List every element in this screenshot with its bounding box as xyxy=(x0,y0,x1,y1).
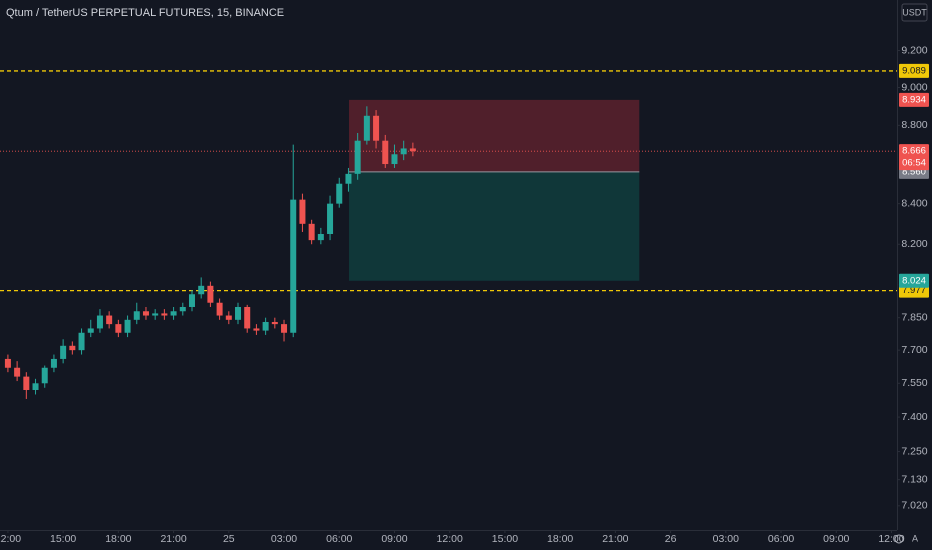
candle-body xyxy=(14,367,21,377)
candle-body xyxy=(4,358,11,368)
y-tick-label: 7.400 xyxy=(901,411,927,423)
x-tick-label: 03:00 xyxy=(271,533,297,545)
candle-body xyxy=(78,332,85,351)
candle-body xyxy=(124,319,131,333)
candle-body xyxy=(161,313,168,316)
candle-body xyxy=(317,233,324,241)
candle-body xyxy=(290,199,297,333)
candle-body xyxy=(179,306,186,312)
x-tick-label: 21:00 xyxy=(602,533,628,545)
price-label: 7.977 xyxy=(902,285,926,296)
candle-body xyxy=(96,315,103,329)
y-tick-label: 9.000 xyxy=(901,81,927,93)
candle-body xyxy=(336,183,343,204)
candle-body xyxy=(271,321,278,325)
candle-body xyxy=(363,115,370,141)
x-tick-label: 09:00 xyxy=(381,533,407,545)
x-tick-label: 15:00 xyxy=(50,533,76,545)
x-tick-label: 12:00 xyxy=(0,533,21,545)
y-tick-label: 7.250 xyxy=(901,445,927,457)
candle-body xyxy=(235,306,242,320)
candle-body xyxy=(373,115,380,141)
auto-scale-button[interactable]: A xyxy=(912,533,918,543)
y-tick-label: 7.550 xyxy=(901,377,927,389)
y-tick-label: 8.200 xyxy=(901,238,927,250)
settings-icon[interactable] xyxy=(894,534,904,544)
candle-body xyxy=(69,345,76,351)
candle-body xyxy=(188,294,195,307)
candle-body xyxy=(198,285,205,295)
candle-body xyxy=(281,324,288,333)
x-tick-label: 09:00 xyxy=(823,533,849,545)
x-tick-label: 18:00 xyxy=(547,533,573,545)
x-tick-label: 06:00 xyxy=(768,533,794,545)
price-label: 9.089 xyxy=(902,65,926,76)
candle-body xyxy=(207,285,214,303)
candle-body xyxy=(50,358,57,368)
price-label: 8.024 xyxy=(902,275,926,286)
price-label-bg xyxy=(899,144,929,171)
price-label-bg xyxy=(899,273,929,288)
candle-body xyxy=(262,321,269,331)
x-tick-label: 12:00 xyxy=(437,533,463,545)
candle-body xyxy=(391,154,398,165)
candle-body xyxy=(216,302,223,316)
x-tick-label: 06:00 xyxy=(326,533,352,545)
candle-body xyxy=(299,199,306,224)
x-tick-label: 12:00 xyxy=(878,533,904,545)
price-label: 8.666 xyxy=(902,146,926,157)
x-tick-label: 21:00 xyxy=(160,533,186,545)
candle-body xyxy=(354,140,361,174)
candle-body xyxy=(382,140,389,165)
candle-body xyxy=(133,311,140,320)
y-tick-label: 7.020 xyxy=(901,500,927,512)
price-label-bg xyxy=(899,92,929,107)
candle-body xyxy=(87,328,94,333)
candle-body xyxy=(142,311,149,316)
countdown: 06:54 xyxy=(902,158,926,169)
y-tick-label: 7.850 xyxy=(901,311,927,323)
currency-box[interactable] xyxy=(901,3,928,22)
y-tick-label: 7.700 xyxy=(901,344,927,356)
candle-body xyxy=(225,315,232,320)
currency[interactable]: USDT xyxy=(902,7,927,17)
candle-body xyxy=(115,324,122,333)
candle-body xyxy=(23,376,30,390)
candle-body xyxy=(106,315,113,325)
x-tick-label: 18:00 xyxy=(105,533,131,545)
price-label: 8.934 xyxy=(902,94,926,105)
y-tick-label: 8.400 xyxy=(901,197,927,209)
candle-body xyxy=(244,306,251,329)
chart-title: Qtum / TetherUS PERPETUAL FUTURES, 15, B… xyxy=(6,7,284,19)
candle-body xyxy=(152,313,159,316)
y-tick-label: 7.130 xyxy=(901,473,927,485)
price-label-bg xyxy=(899,63,929,78)
candle-body xyxy=(400,148,407,155)
candle-body xyxy=(308,223,315,241)
x-tick-label: 25 xyxy=(223,533,235,545)
candle-body xyxy=(32,383,39,390)
candle-body xyxy=(60,345,67,359)
candle-body xyxy=(345,173,352,184)
candle-body xyxy=(170,311,177,316)
x-tick-label: 03:00 xyxy=(713,533,739,545)
y-tick-label: 9.200 xyxy=(901,44,927,56)
candle-body xyxy=(253,328,260,331)
candle-body xyxy=(409,148,416,152)
x-tick-label: 26 xyxy=(665,533,677,545)
price-label: 8.560 xyxy=(902,166,926,177)
y-tick-label: 8.800 xyxy=(901,119,927,131)
candle-body xyxy=(327,203,334,234)
candle-body xyxy=(41,367,48,384)
x-tick-label: 15:00 xyxy=(492,533,518,545)
target-zone xyxy=(349,171,640,281)
